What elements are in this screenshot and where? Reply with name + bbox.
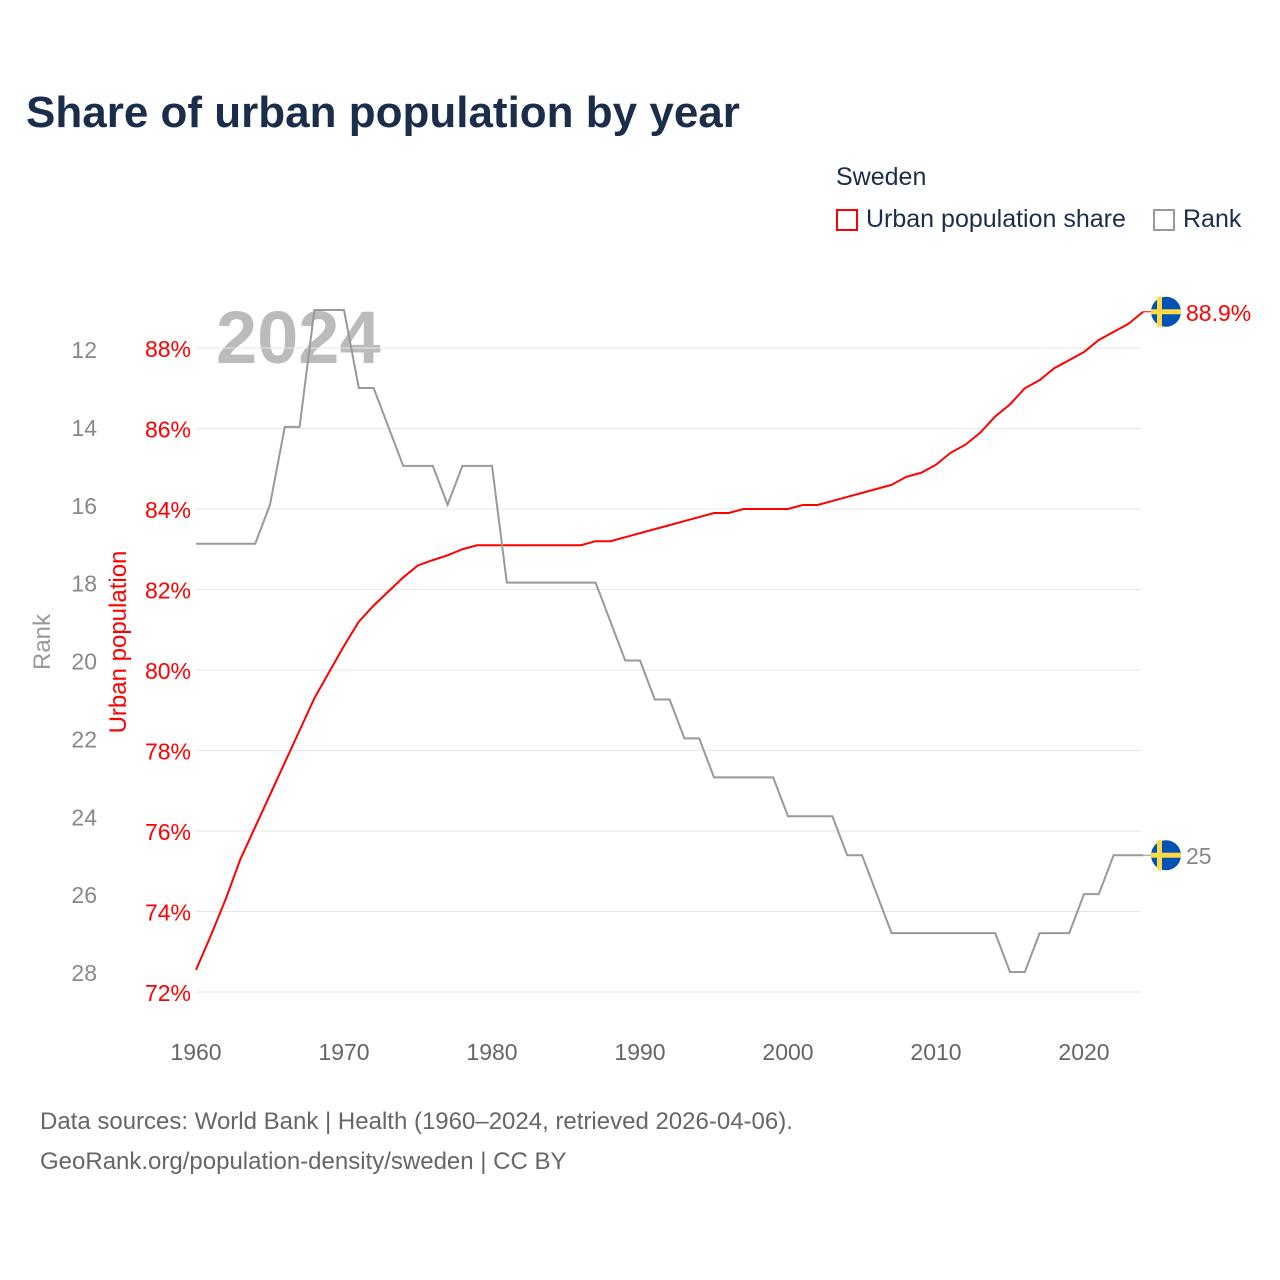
y2-tick-label: 22	[71, 726, 97, 752]
sweden-flag-icon	[1151, 296, 1181, 327]
source-line-1: Data sources: World Bank | Health (1960–…	[40, 1108, 793, 1135]
y-tick-label: 74%	[145, 900, 191, 926]
y2-tick-label: 18	[71, 571, 97, 597]
legend-label-urban: Urban population share	[866, 205, 1126, 233]
x-tick-label: 2020	[1058, 1039, 1109, 1065]
sweden-flag-icon	[1151, 840, 1181, 871]
flag-cross-horizontal	[1151, 309, 1181, 315]
y2-axis-label: Rank	[29, 613, 56, 670]
y-tick-label: 80%	[145, 658, 191, 684]
legend-item-urban[interactable]: Urban population share	[836, 205, 1126, 234]
rank-end-label: 25	[1186, 843, 1212, 869]
legend-swatch-rank	[1153, 208, 1175, 231]
chart-title: Share of urban population by year	[26, 88, 740, 137]
y2-tick-label: 24	[71, 804, 97, 830]
y2-tick-label: 26	[71, 882, 97, 908]
year-watermark: 2024	[216, 296, 381, 379]
source-line-2[interactable]: GeoRank.org/population-density/sweden | …	[40, 1148, 567, 1175]
x-tick-label: 2010	[910, 1039, 961, 1065]
urban-share-line	[195, 311, 1144, 971]
urban-end-label: 88.9%	[1186, 300, 1251, 326]
x-tick-label: 1970	[318, 1039, 369, 1065]
y2-tick-label: 20	[71, 649, 97, 675]
y-tick-label: 82%	[145, 578, 191, 604]
legend-label-rank: Rank	[1183, 205, 1242, 233]
y-tick-label: 76%	[145, 819, 191, 845]
x-tick-label: 1960	[170, 1039, 221, 1065]
y-tick-label: 86%	[145, 417, 191, 443]
y-tick-label: 84%	[145, 497, 191, 523]
y2-tick-label: 16	[71, 493, 97, 519]
x-tick-label: 1990	[614, 1039, 665, 1065]
legend-title: Sweden	[836, 163, 927, 191]
x-tick-label: 2000	[762, 1039, 813, 1065]
x-tick-label: 1980	[466, 1039, 517, 1065]
y-tick-label: 78%	[145, 739, 191, 765]
y2-tick-label: 14	[71, 415, 97, 441]
y-tick-label: 72%	[145, 980, 191, 1006]
y2-tick-label: 28	[71, 960, 97, 986]
y2-tick-label: 12	[71, 337, 97, 363]
legend-item-rank[interactable]: Rank	[1153, 205, 1241, 234]
y-tick-label: 88%	[145, 336, 191, 362]
y-axis-label: Urban population	[105, 551, 132, 734]
flag-cross-horizontal	[1151, 852, 1181, 858]
legend-swatch-urban	[836, 208, 858, 231]
rank-line	[196, 309, 1144, 974]
